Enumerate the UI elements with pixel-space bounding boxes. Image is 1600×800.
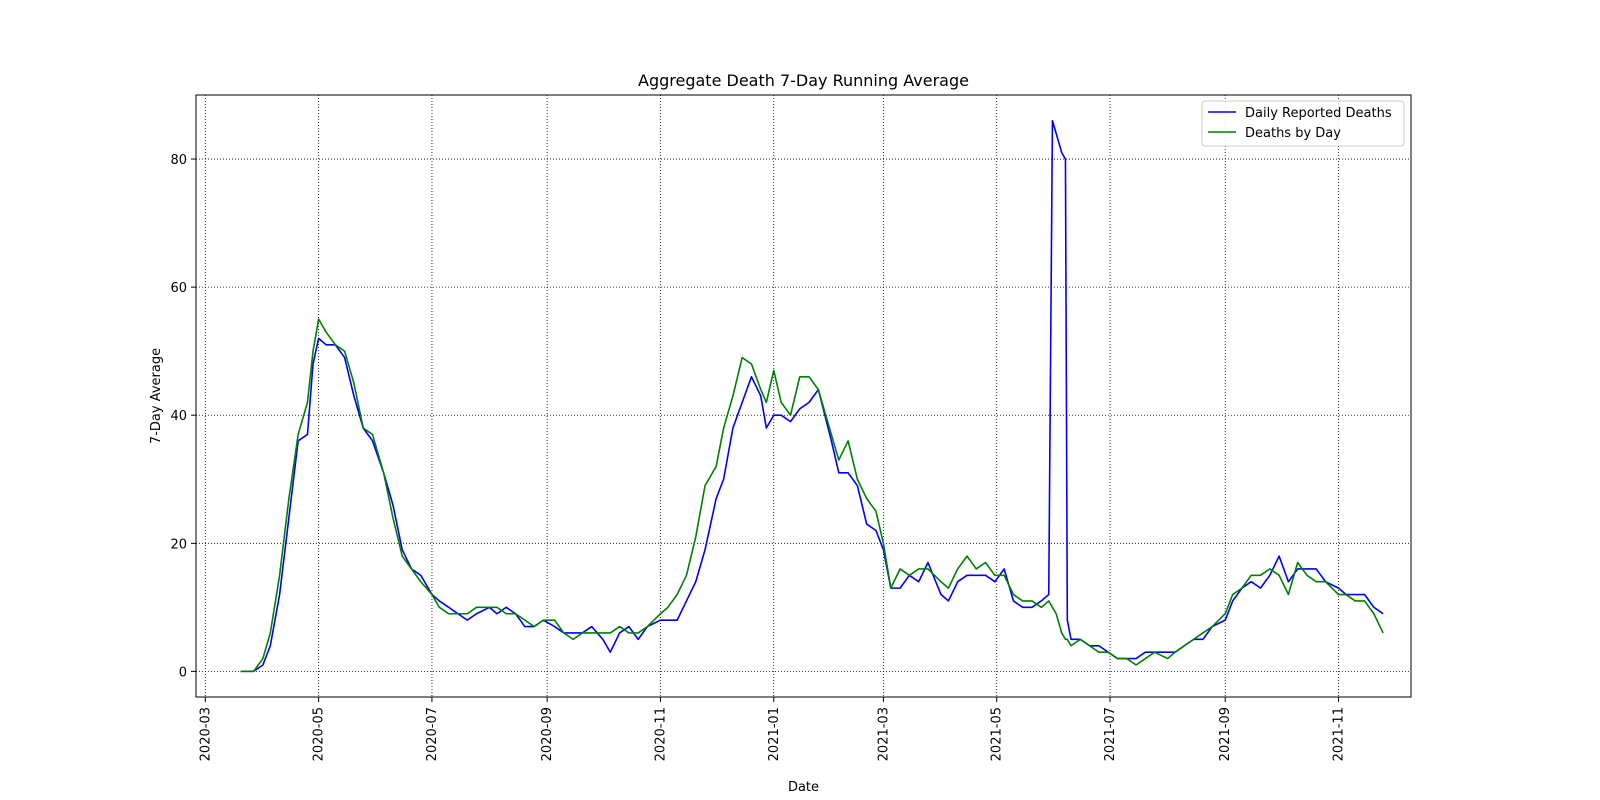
y-tick-label: 80 xyxy=(170,153,187,168)
x-tick-label: 2021-07 xyxy=(1103,707,1118,761)
x-tick-label: 2021-09 xyxy=(1218,707,1233,761)
x-tick-label: 2021-01 xyxy=(767,707,782,761)
chart-title: Aggregate Death 7-Day Running Average xyxy=(638,71,969,90)
x-tick-label: 2020-11 xyxy=(653,707,668,761)
x-tick-label: 2021-03 xyxy=(876,707,891,761)
plot-area-frame xyxy=(195,94,1412,698)
x-tick-label: 2020-09 xyxy=(540,707,555,761)
series-lines xyxy=(240,119,1384,673)
x-axis-label: Date xyxy=(788,780,819,795)
y-tick-label: 20 xyxy=(170,537,187,552)
x-tick-label: 2020-03 xyxy=(198,707,213,761)
x-axis-ticks: 2020-03 2020-05 2020-07 2020-09 2020-11 2021-… xyxy=(198,697,1347,761)
grid-lines xyxy=(196,95,1411,697)
y-axis-ticks: 0 20 40 60 80 xyxy=(170,153,196,680)
legend-label: Daily Reported Deaths xyxy=(1245,106,1392,121)
x-tick-label: 2020-07 xyxy=(425,707,440,761)
y-axis-label: 7-Day Average xyxy=(149,348,164,444)
legend-label: Deaths by Day xyxy=(1245,126,1341,141)
y-tick-label: 60 xyxy=(170,281,187,296)
x-tick-label: 2020-05 xyxy=(312,707,327,761)
x-tick-label: 2021-05 xyxy=(990,707,1005,761)
legend-box xyxy=(1201,100,1405,147)
y-tick-label: 40 xyxy=(170,409,187,424)
x-tick-label: 2021-11 xyxy=(1332,707,1347,761)
chart-legend: Daily Reported Deaths Deaths by Day xyxy=(1201,100,1405,147)
series-line-deaths-by-day xyxy=(240,318,1384,673)
y-tick-label: 0 xyxy=(179,665,187,680)
